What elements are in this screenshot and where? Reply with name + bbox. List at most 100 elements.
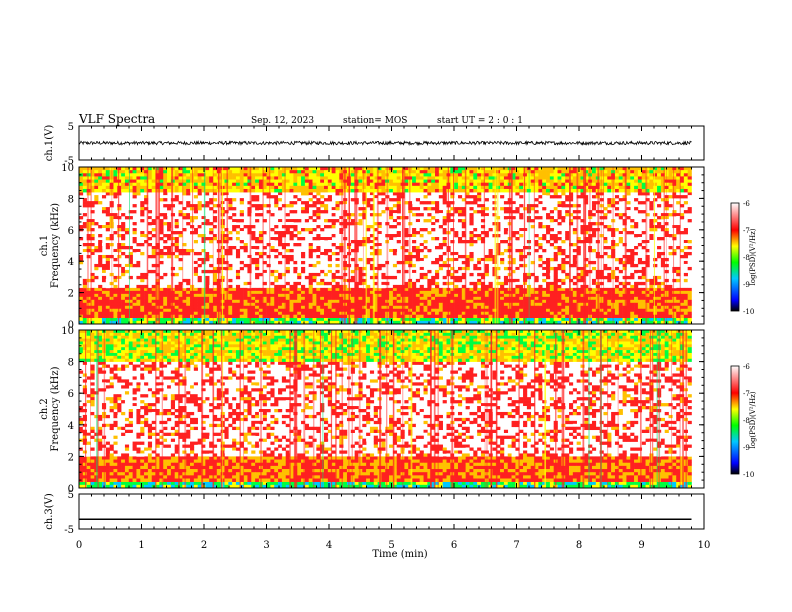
heatmap-cell bbox=[320, 320, 325, 325]
heatmap-cell bbox=[136, 317, 141, 322]
heatmap-cell bbox=[373, 176, 378, 180]
heatmap-cell bbox=[511, 311, 516, 316]
heatmap-cell bbox=[423, 296, 428, 301]
heatmap-cell bbox=[500, 170, 505, 174]
heatmap-cell bbox=[285, 228, 290, 232]
heatmap-cell bbox=[304, 228, 309, 232]
heatmap-cell bbox=[607, 302, 612, 307]
heatmap-cell bbox=[105, 179, 110, 183]
heatmap-cell bbox=[634, 293, 639, 298]
heatmap-cell bbox=[324, 251, 329, 256]
heatmap-cell bbox=[232, 308, 237, 313]
heatmap-cell bbox=[285, 260, 290, 265]
heatmap-cell bbox=[676, 272, 681, 277]
heatmap-cell bbox=[576, 275, 581, 280]
heatmap-cell bbox=[676, 317, 681, 322]
heatmap-cell bbox=[327, 305, 332, 310]
heatmap-cell bbox=[98, 311, 103, 316]
heatmap-cell bbox=[228, 302, 233, 307]
heatmap-cell bbox=[235, 272, 241, 277]
heatmap-cell bbox=[304, 201, 309, 205]
heatmap-cell bbox=[412, 240, 417, 244]
heatmap-cell bbox=[163, 213, 168, 217]
heatmap-cell bbox=[396, 210, 401, 214]
heatmap-cell bbox=[377, 302, 382, 307]
heatmap-cell bbox=[569, 213, 574, 217]
heatmap-cell bbox=[611, 314, 616, 319]
heatmap-cell bbox=[465, 231, 470, 235]
heatmap-cell bbox=[492, 317, 497, 322]
heatmap-cell bbox=[136, 290, 141, 295]
heatmap-cell bbox=[591, 257, 597, 262]
heatmap-cell bbox=[308, 170, 313, 174]
heatmap-cell bbox=[304, 204, 309, 208]
heatmap-cell bbox=[301, 296, 306, 301]
heatmap-cell bbox=[561, 305, 566, 310]
heatmap-cell bbox=[335, 192, 340, 196]
heatmap-cell bbox=[159, 225, 164, 229]
heatmap-cell bbox=[431, 296, 436, 301]
heatmap-cell bbox=[301, 266, 306, 271]
heatmap-cell bbox=[182, 228, 187, 232]
heatmap-cell bbox=[607, 311, 612, 316]
heatmap-cell bbox=[278, 275, 283, 280]
heatmap-cell bbox=[607, 204, 612, 208]
heatmap-cell bbox=[232, 207, 237, 211]
heatmap-cell bbox=[626, 192, 631, 196]
heatmap-cell bbox=[423, 195, 428, 199]
heatmap-cell bbox=[155, 170, 160, 174]
heatmap-cell bbox=[90, 287, 95, 292]
heatmap-cell bbox=[645, 248, 650, 253]
heatmap-cell bbox=[197, 234, 202, 238]
heatmap-cell bbox=[599, 167, 604, 171]
heatmap-cell bbox=[469, 302, 474, 307]
heatmap-cell bbox=[645, 281, 650, 286]
heatmap-cell bbox=[408, 293, 413, 298]
heatmap-cell bbox=[515, 210, 520, 214]
heatmap-cell bbox=[316, 260, 321, 265]
heatmap-cell bbox=[480, 275, 486, 280]
heatmap-cell bbox=[128, 320, 133, 325]
heatmap-cell bbox=[423, 302, 428, 307]
heatmap-cell bbox=[680, 296, 685, 301]
heatmap-cell bbox=[251, 305, 256, 310]
heatmap-cell bbox=[79, 237, 84, 241]
heatmap-cell bbox=[128, 311, 133, 316]
heatmap-cell bbox=[109, 222, 114, 226]
heatmap-cell bbox=[369, 234, 375, 238]
heatmap-cell bbox=[301, 176, 306, 180]
heatmap-cell bbox=[519, 320, 524, 325]
heatmap-cell bbox=[358, 222, 363, 226]
heatmap-cell bbox=[212, 305, 218, 310]
heatmap-cell bbox=[526, 314, 532, 319]
heatmap-cell bbox=[98, 287, 103, 292]
heatmap-cell bbox=[369, 308, 375, 313]
heatmap-cell bbox=[205, 275, 210, 280]
heatmap-cell bbox=[511, 204, 516, 208]
heatmap-cell bbox=[224, 299, 229, 304]
heatmap-cell bbox=[519, 195, 524, 199]
heatmap-cell bbox=[546, 272, 551, 277]
heatmap-cell bbox=[182, 299, 187, 304]
heatmap-cell bbox=[358, 299, 363, 304]
heatmap-cell bbox=[385, 195, 390, 199]
heatmap-cell bbox=[155, 179, 160, 183]
heatmap-cell bbox=[285, 173, 290, 177]
heatmap-cell bbox=[389, 290, 394, 295]
heatmap-cell bbox=[136, 299, 141, 304]
heatmap-cell bbox=[251, 314, 256, 319]
heatmap-cell bbox=[358, 204, 363, 208]
heatmap-cell bbox=[201, 269, 206, 274]
heatmap-cell bbox=[618, 293, 623, 298]
heatmap-cell bbox=[369, 213, 375, 217]
heatmap-cell bbox=[327, 308, 332, 313]
heatmap-cell bbox=[465, 240, 470, 244]
heatmap-cell bbox=[117, 311, 122, 316]
heatmap-cell bbox=[515, 269, 520, 274]
heatmap-cell bbox=[419, 170, 424, 174]
heatmap-cell bbox=[622, 222, 627, 226]
heatmap-cell bbox=[549, 173, 554, 177]
heatmap-cell bbox=[503, 210, 509, 214]
heatmap-cell bbox=[557, 176, 562, 180]
heatmap-cell bbox=[255, 320, 260, 325]
